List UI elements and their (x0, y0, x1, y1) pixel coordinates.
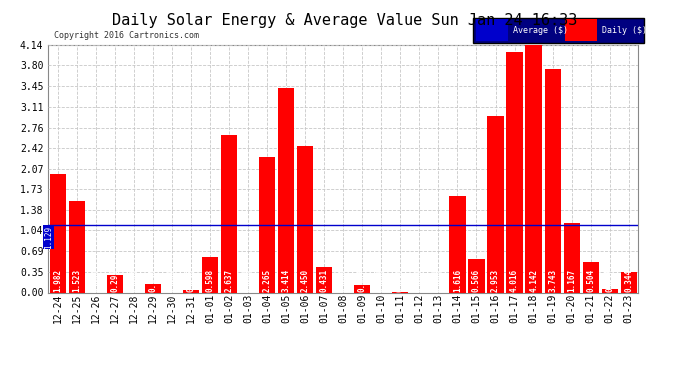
Text: 0.000: 0.000 (434, 269, 443, 292)
Text: 0.000: 0.000 (168, 269, 177, 292)
Text: Daily ($): Daily ($) (602, 26, 647, 34)
Bar (620, 272, 637, 292)
Text: 0.598: 0.598 (206, 269, 215, 292)
FancyBboxPatch shape (473, 18, 644, 42)
Bar (202, 257, 218, 292)
Text: 1.982: 1.982 (53, 269, 62, 292)
Bar (449, 196, 466, 292)
Bar (50, 174, 66, 292)
Text: 0.000: 0.000 (130, 269, 139, 292)
Bar (221, 135, 237, 292)
Text: 0.000: 0.000 (244, 269, 253, 292)
Bar (183, 290, 199, 292)
Bar (69, 201, 85, 292)
Text: 2.953: 2.953 (491, 269, 500, 292)
Bar (564, 19, 597, 41)
Text: 0.291: 0.291 (110, 269, 119, 292)
Text: 1.167: 1.167 (567, 269, 576, 292)
Bar (602, 289, 618, 292)
Bar (469, 259, 484, 292)
Bar (564, 223, 580, 292)
Bar (107, 275, 123, 292)
Bar (476, 19, 509, 41)
Text: 0.000: 0.000 (339, 269, 348, 292)
Text: 3.414: 3.414 (282, 269, 290, 292)
Text: 0.127: 0.127 (358, 269, 367, 292)
Text: 0.010: 0.010 (396, 269, 405, 292)
Text: 2.450: 2.450 (301, 269, 310, 292)
Text: Daily Solar Energy & Average Value Sun Jan 24 16:33: Daily Solar Energy & Average Value Sun J… (112, 13, 578, 28)
Bar (354, 285, 371, 292)
Bar (278, 88, 294, 292)
Text: 1.129: 1.129 (44, 226, 53, 249)
Text: 0.000: 0.000 (415, 269, 424, 292)
Text: Average ($): Average ($) (513, 26, 568, 34)
Text: 0.566: 0.566 (472, 269, 481, 292)
Bar (582, 262, 599, 292)
Text: 0.344: 0.344 (624, 269, 633, 292)
Bar (316, 267, 333, 292)
Text: 0.000: 0.000 (377, 269, 386, 292)
Bar (544, 69, 561, 292)
Text: 3.743: 3.743 (548, 269, 557, 292)
Bar (145, 284, 161, 292)
Text: Copyright 2016 Cartronics.com: Copyright 2016 Cartronics.com (55, 31, 199, 40)
Text: 0.504: 0.504 (586, 269, 595, 292)
Bar (297, 146, 313, 292)
Text: 0.057: 0.057 (605, 269, 614, 292)
Text: 4.016: 4.016 (510, 269, 519, 292)
Text: 4.142: 4.142 (529, 269, 538, 292)
Bar (259, 157, 275, 292)
Bar (526, 45, 542, 292)
Text: 0.000: 0.000 (91, 269, 100, 292)
Text: 2.265: 2.265 (263, 269, 272, 292)
Bar (487, 116, 504, 292)
Bar (506, 53, 522, 292)
Text: 0.046: 0.046 (186, 269, 195, 292)
Text: 1.523: 1.523 (72, 269, 81, 292)
Text: 1.616: 1.616 (453, 269, 462, 292)
Text: 0.431: 0.431 (319, 269, 328, 292)
Text: 2.637: 2.637 (224, 269, 234, 292)
Text: 0.146: 0.146 (148, 269, 157, 292)
